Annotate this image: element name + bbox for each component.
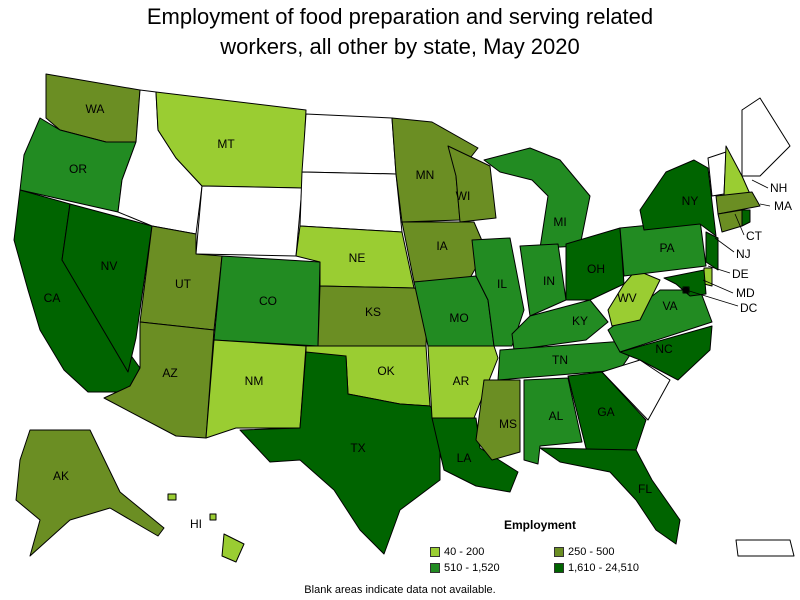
state-label-de: DE bbox=[732, 267, 749, 281]
leader-line-md bbox=[702, 279, 734, 294]
state-sc bbox=[601, 359, 671, 421]
legend-label-4: 1,610 - 24,510 bbox=[568, 562, 639, 574]
state-label-al: AL bbox=[549, 409, 564, 423]
state-label-ct: CT bbox=[746, 229, 763, 243]
state-wi bbox=[447, 145, 497, 223]
state-nc bbox=[619, 325, 713, 381]
state-label-or: OR bbox=[69, 162, 87, 176]
state-label-la: LA bbox=[457, 451, 472, 465]
state-me bbox=[741, 97, 791, 177]
state-pr bbox=[735, 539, 795, 557]
state-label-va: VA bbox=[662, 299, 677, 313]
state-label-ar: AR bbox=[453, 374, 470, 388]
legend-swatch-1 bbox=[430, 547, 440, 557]
state-label-md: MD bbox=[736, 286, 755, 300]
state-label-wv: WV bbox=[617, 291, 636, 305]
state-label-wi: WI bbox=[456, 189, 471, 203]
leader-line-ct bbox=[734, 213, 745, 236]
state-label-tn: TN bbox=[552, 353, 568, 367]
state-label-ms: MS bbox=[499, 417, 517, 431]
state-label-nc: NC bbox=[655, 342, 673, 356]
legend-item-4: 1,610 - 24,510 bbox=[554, 562, 639, 574]
state-wv bbox=[607, 269, 661, 327]
state-label-dc: DC bbox=[740, 301, 758, 315]
state-label-ks: KS bbox=[365, 305, 381, 319]
state-ms bbox=[475, 379, 521, 461]
state-label-oh: OH bbox=[587, 262, 605, 276]
state-label-nh: NH bbox=[770, 181, 787, 195]
state-label-nm: NM bbox=[245, 374, 264, 388]
legend-item-2: 250 - 500 bbox=[554, 546, 614, 558]
legend-swatch-3 bbox=[430, 563, 440, 573]
state-label-ca: CA bbox=[44, 291, 61, 305]
state-hi bbox=[167, 493, 245, 563]
map-title: Employment of food preparation and servi… bbox=[0, 2, 800, 62]
legend: Employment 40 - 200 250 - 500 510 - 1,52… bbox=[430, 518, 670, 578]
legend-item-1: 40 - 200 bbox=[430, 546, 484, 558]
state-sd bbox=[299, 171, 403, 233]
state-mi bbox=[483, 147, 591, 249]
state-label-ia: IA bbox=[436, 239, 447, 253]
state-ga bbox=[567, 371, 647, 457]
state-nj bbox=[705, 231, 719, 271]
legend-swatch-2 bbox=[554, 547, 564, 557]
state-label-pa: PA bbox=[659, 241, 674, 255]
state-nm bbox=[205, 339, 307, 439]
state-label-ny: NY bbox=[682, 194, 699, 208]
legend-swatch-4 bbox=[554, 563, 564, 573]
state-label-fl: FL bbox=[638, 482, 652, 496]
state-label-co: CO bbox=[259, 294, 277, 308]
state-tx bbox=[239, 351, 441, 555]
state-ny bbox=[639, 159, 717, 237]
title-line-2: workers, all other by state, May 2020 bbox=[220, 34, 580, 59]
state-ma bbox=[715, 191, 761, 215]
state-il bbox=[471, 237, 525, 347]
state-label-ne: NE bbox=[349, 251, 366, 265]
legend-item-3: 510 - 1,520 bbox=[430, 562, 500, 574]
leader-line-nh bbox=[751, 179, 769, 189]
state-label-ky: KY bbox=[572, 314, 588, 328]
state-nv bbox=[61, 203, 153, 373]
state-label-mo: MO bbox=[449, 311, 468, 325]
leader-line-ma bbox=[759, 203, 771, 207]
state-label-ut: UT bbox=[175, 277, 192, 291]
leader-line-de bbox=[707, 265, 731, 274]
state-label-il: IL bbox=[497, 277, 507, 291]
footnote: Blank areas indicate data not available. bbox=[304, 584, 496, 596]
state-label-in: IN bbox=[543, 274, 555, 288]
state-az bbox=[103, 321, 215, 439]
legend-label-2: 250 - 500 bbox=[568, 546, 615, 558]
legend-label-3: 510 - 1,520 bbox=[444, 562, 500, 574]
state-label-ma: MA bbox=[774, 199, 792, 213]
state-label-tx: TX bbox=[350, 441, 365, 455]
state-label-ak: AK bbox=[53, 469, 69, 483]
state-label-nj: NJ bbox=[736, 247, 751, 261]
state-nd bbox=[301, 113, 397, 175]
state-label-wa: WA bbox=[86, 102, 105, 116]
state-ky bbox=[511, 299, 609, 351]
state-oh bbox=[565, 227, 625, 301]
state-label-mi: MI bbox=[553, 215, 566, 229]
leader-line-dc bbox=[685, 289, 739, 307]
state-ri bbox=[741, 209, 751, 227]
state-fl bbox=[539, 447, 681, 545]
legend-title: Employment bbox=[504, 518, 577, 532]
state-label-mt: MT bbox=[217, 137, 235, 151]
title-line-1: Employment of food preparation and servi… bbox=[146, 4, 654, 29]
state-label-nv: NV bbox=[101, 259, 118, 273]
state-wy bbox=[195, 185, 303, 257]
state-label-az: AZ bbox=[162, 366, 177, 380]
leader-line-nj bbox=[714, 237, 735, 253]
state-label-ga: GA bbox=[597, 405, 614, 419]
state-label-hi: HI bbox=[190, 517, 202, 531]
state-la bbox=[431, 417, 519, 493]
legend-label-1: 40 - 200 bbox=[444, 546, 485, 558]
state-label-mn: MN bbox=[416, 168, 435, 182]
state-ak bbox=[15, 429, 165, 557]
state-label-ok: OK bbox=[377, 364, 394, 378]
state-md bbox=[663, 269, 707, 297]
